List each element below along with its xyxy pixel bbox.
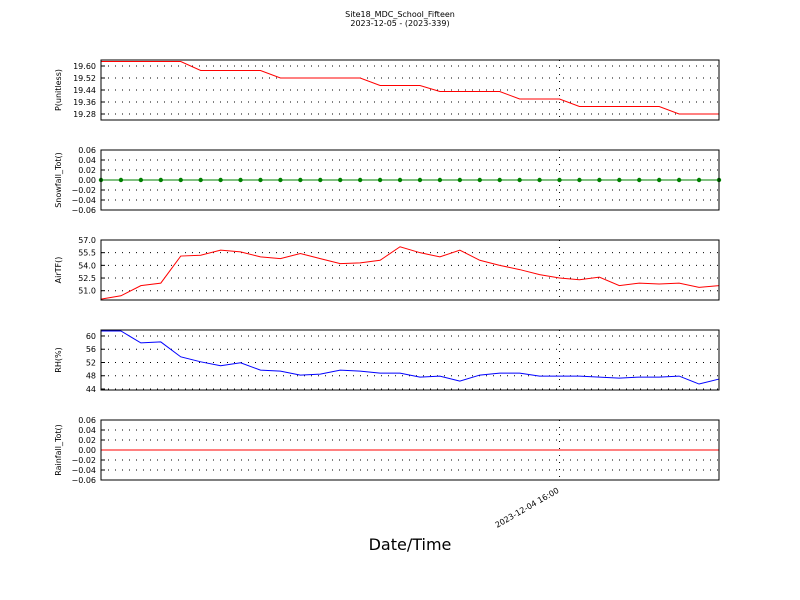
y-tick-label: 51.0 [78,287,96,296]
y-tick-label: −0.06 [71,476,96,485]
y-tick-label: 0.02 [78,166,96,175]
x-axis-label: Date/Time [369,535,452,554]
data-point [577,177,582,183]
data-point [676,177,682,183]
y-tick-label: 19.52 [73,74,96,83]
plot-frame [100,149,720,211]
data-point [318,177,323,183]
y-axis-label: Snowfall_Tot() [54,152,63,208]
data-point [656,177,662,183]
y-tick-label: −0.04 [71,196,96,205]
y-tick-label: −0.06 [71,206,96,215]
plot-frame [100,329,720,391]
data-line [101,330,720,385]
y-axis-label: AirTF() [54,257,63,284]
y-axis-label: RH(%) [54,347,63,372]
y-tick-label: 52.5 [78,274,96,283]
y-tick-label: 0.02 [78,436,96,445]
data-point [298,177,303,183]
plot-frame [100,239,720,301]
y-tick-label: −0.04 [71,466,96,475]
x-tick-label: 2023-12-04 16:00 [494,486,561,530]
data-point [417,177,423,183]
y-tick-label: 48 [86,372,96,381]
y-tick-label: 19.60 [73,62,96,71]
data-point [118,177,124,183]
y-tick-label: 0.00 [78,176,96,185]
y-tick-label: 0.06 [78,416,96,425]
y-tick-label: 19.44 [73,86,96,95]
data-point [338,177,343,183]
y-tick-label: 0.04 [78,426,96,435]
plot-frame [100,59,720,121]
data-point [637,177,642,183]
data-line [101,61,719,115]
y-tick-label: 52 [86,358,96,367]
data-point [437,177,443,183]
data-point [477,177,482,183]
y-tick-label: 0.06 [78,146,96,155]
y-tick-label: 19.28 [73,110,96,119]
data-point [238,177,243,183]
title: Site18_MDC_School_Fifteen [345,10,455,19]
data-point [377,177,383,183]
y-tick-label: 0.00 [78,446,96,455]
data-point [696,177,702,183]
y-tick-label: −0.02 [71,456,96,465]
data-point [357,177,363,183]
data-point [497,177,502,183]
y-tick-label: 57.0 [78,236,96,245]
y-tick-label: 19.36 [73,98,96,107]
plot-frame [100,419,720,481]
data-point [138,177,144,183]
y-tick-label: 44 [86,385,96,394]
y-tick-label: −0.02 [71,186,96,195]
data-point [557,177,562,183]
y-axis-label: Rainfall_Tot() [54,424,63,476]
data-point [218,177,223,183]
data-point [397,177,403,183]
data-point [278,177,283,183]
y-tick-label: 55.5 [78,249,96,258]
data-point [517,177,522,183]
y-tick-label: 56 [86,345,96,354]
data-point [178,177,183,183]
data-point [198,177,203,183]
data-point [158,177,164,183]
y-tick-label: 0.04 [78,156,96,165]
data-point [597,177,602,183]
data-point [457,177,463,183]
y-tick-label: 60 [86,332,96,341]
data-point [617,177,622,183]
y-tick-label: 54.0 [78,261,96,270]
data-point [258,177,263,183]
y-axis-label: P(unitless) [54,69,63,111]
data-point [537,177,542,183]
data-line [100,246,720,300]
subtitle: 2023-12-05 - (2023-339) [350,19,449,28]
